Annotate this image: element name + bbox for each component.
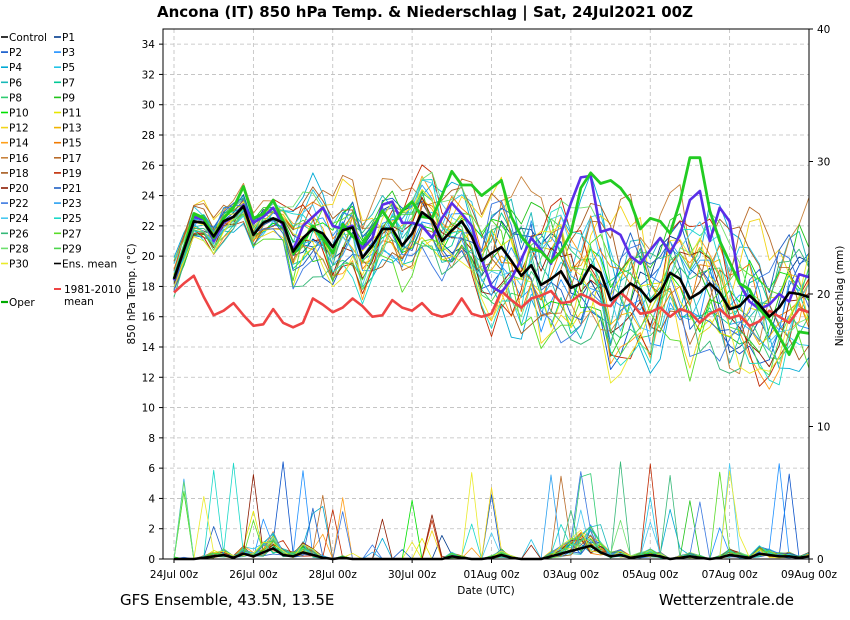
y-tick-label: 20 bbox=[142, 251, 155, 263]
precipitation-series-group bbox=[173, 461, 810, 561]
legend-label: P10 bbox=[9, 108, 29, 120]
legend-label: P14 bbox=[9, 138, 29, 150]
y2-axis-label: Niederschlag (mm) bbox=[834, 246, 846, 347]
grid bbox=[163, 29, 810, 560]
legend-label: P4 bbox=[9, 62, 22, 74]
y2-tick-label: 40 bbox=[817, 24, 830, 36]
legend-label: 1981-2010 bbox=[64, 284, 121, 296]
legend-label: P2 bbox=[9, 47, 22, 59]
y-tick-label: 26 bbox=[142, 160, 156, 172]
y-tick-label: 30 bbox=[142, 100, 155, 112]
legend-label: P16 bbox=[9, 153, 29, 165]
footer-source: Wetterzentrale.de bbox=[659, 591, 794, 609]
member-line bbox=[173, 197, 810, 374]
member-line bbox=[173, 200, 810, 362]
legend-label: P20 bbox=[9, 183, 29, 195]
x-tick-label: 05Aug 00z bbox=[622, 569, 679, 581]
legend-label: P13 bbox=[62, 123, 82, 135]
member-line bbox=[173, 176, 810, 369]
x-tick-label: 03Aug 00z bbox=[543, 569, 600, 581]
y2-tick-label: 30 bbox=[817, 157, 830, 169]
legend-label: P21 bbox=[62, 183, 82, 195]
legend-label: P8 bbox=[9, 92, 22, 104]
ens-mean-precip-line bbox=[174, 544, 810, 561]
member-line bbox=[173, 175, 810, 390]
x-tick-label: 09Aug 00z bbox=[781, 569, 838, 581]
legend-label: P19 bbox=[62, 168, 82, 180]
legend-label: P12 bbox=[9, 123, 29, 135]
member-line bbox=[173, 208, 810, 382]
legend-label: P29 bbox=[62, 243, 82, 255]
y-tick-label: 2 bbox=[148, 524, 155, 536]
legend-label: P5 bbox=[62, 62, 75, 74]
legend-label: P25 bbox=[62, 213, 82, 225]
legend-label: P11 bbox=[62, 108, 82, 120]
legend: Control P1 P2 P3 P4 P5 P6 P7 P8 P9 P10 P11 P12 P13 P14… bbox=[1, 32, 121, 309]
y-tick-label: 4 bbox=[148, 493, 155, 505]
climatology-line bbox=[173, 274, 810, 329]
legend-label: P17 bbox=[62, 153, 82, 165]
x-tick-label: 26Jul 00z bbox=[229, 569, 278, 581]
legend-label: mean bbox=[64, 296, 94, 308]
legend-label: P1 bbox=[62, 32, 75, 44]
legend-label: P22 bbox=[9, 198, 29, 210]
legend-label: Oper bbox=[9, 297, 35, 309]
y-tick-label: 22 bbox=[142, 221, 155, 233]
legend-label: P26 bbox=[9, 228, 29, 240]
y2-tick-label: 10 bbox=[817, 422, 830, 434]
legend-label: P24 bbox=[9, 213, 29, 225]
main-series-group bbox=[172, 156, 810, 356]
y-tick-label: 24 bbox=[142, 191, 156, 203]
legend-label: Ens. mean bbox=[62, 259, 117, 271]
x-axis: 24Jul 00z 26Jul 00z 28Jul 00z 30Jul 00z 01Au… bbox=[150, 559, 838, 581]
legend-label: P27 bbox=[62, 228, 82, 240]
legend-label: P28 bbox=[9, 243, 29, 255]
legend-label: P9 bbox=[62, 92, 75, 104]
y-tick-label: 10 bbox=[142, 403, 155, 415]
chart-title: Ancona (IT) 850 hPa Temp. & Niederschlag… bbox=[157, 3, 693, 22]
y-tick-label: 34 bbox=[142, 39, 156, 51]
y-tick-label: 12 bbox=[142, 372, 155, 384]
y-tick-label: 18 bbox=[142, 281, 155, 293]
y-tick-label: 6 bbox=[148, 463, 155, 475]
y-tick-label: 8 bbox=[148, 433, 155, 445]
y-tick-label: 14 bbox=[142, 342, 156, 354]
legend-label: P18 bbox=[9, 168, 29, 180]
member-line bbox=[173, 171, 810, 365]
y-tick-label: 32 bbox=[142, 69, 155, 81]
x-tick-label: 30Jul 00z bbox=[388, 569, 437, 581]
y2-tick-label: 0 bbox=[817, 554, 824, 566]
y-tick-label: 28 bbox=[142, 130, 155, 142]
x-tick-label: 07Aug 00z bbox=[702, 569, 759, 581]
y-axis-label: 850 hPa Temp. (°C) bbox=[126, 243, 138, 344]
y-tick-label: 16 bbox=[142, 312, 156, 324]
x-tick-label: 28Jul 00z bbox=[309, 569, 358, 581]
x-axis-label: Date (UTC) bbox=[457, 585, 514, 597]
ens-mean-line bbox=[172, 204, 810, 318]
member-line bbox=[173, 179, 810, 343]
legend-label: P15 bbox=[62, 138, 82, 150]
member-line bbox=[173, 172, 810, 374]
legend-label: P3 bbox=[62, 47, 75, 59]
footer-model-info: GFS Ensemble, 43.5N, 13.5E bbox=[120, 591, 334, 609]
control-line bbox=[172, 174, 810, 311]
right-y-axis: 0 10 20 30 40 bbox=[809, 24, 830, 566]
y-tick-label: 0 bbox=[148, 554, 155, 566]
legend-label: Control bbox=[9, 32, 47, 44]
legend-label: P30 bbox=[9, 259, 29, 271]
member-line bbox=[173, 164, 810, 387]
x-tick-label: 24Jul 00z bbox=[150, 569, 199, 581]
x-tick-label: 01Aug 00z bbox=[463, 569, 520, 581]
oper-line bbox=[172, 156, 810, 356]
legend-label: P6 bbox=[9, 77, 22, 89]
y2-tick-label: 20 bbox=[817, 289, 830, 301]
legend-label: P7 bbox=[62, 77, 75, 89]
legend-label: P23 bbox=[62, 198, 82, 210]
